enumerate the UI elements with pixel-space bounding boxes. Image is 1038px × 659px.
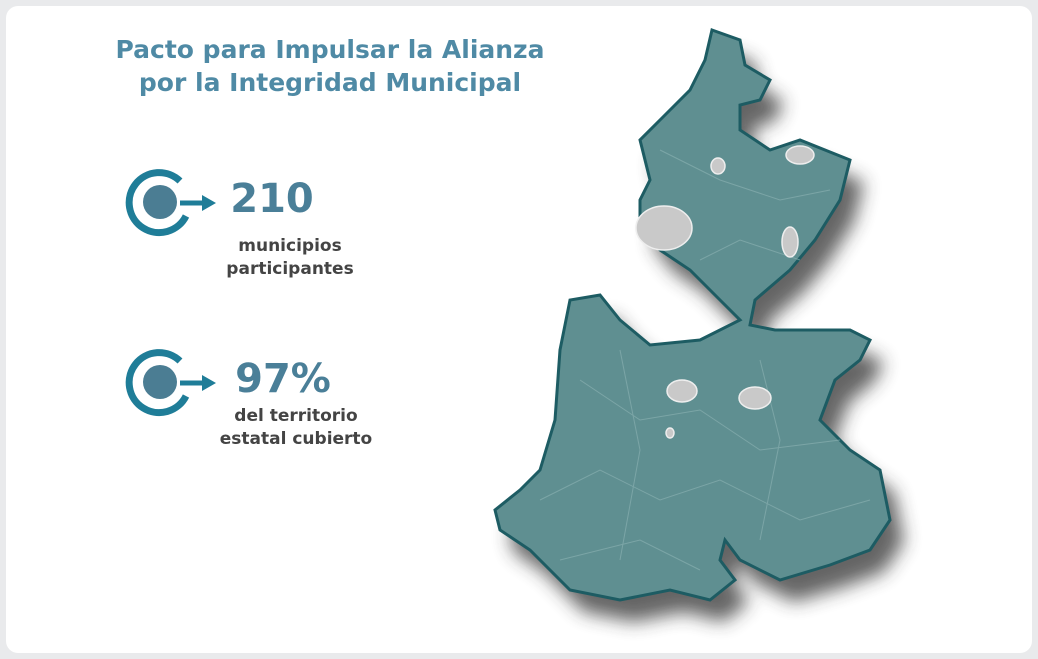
stat-icon	[125, 349, 216, 417]
title-line: Pacto para Impulsar la Alianza	[116, 35, 545, 64]
map	[493, 28, 904, 622]
stat-icon	[125, 169, 216, 237]
stat-value: 210	[230, 176, 314, 222]
stat-label: participantes	[226, 259, 353, 279]
stat-value: 97%	[235, 356, 331, 402]
stat-label: del territorio	[234, 406, 357, 426]
stat-label: municipios	[238, 236, 341, 256]
stat-label: estatal cubierto	[220, 429, 373, 449]
title-line: por la Integridad Municipal	[139, 68, 521, 97]
